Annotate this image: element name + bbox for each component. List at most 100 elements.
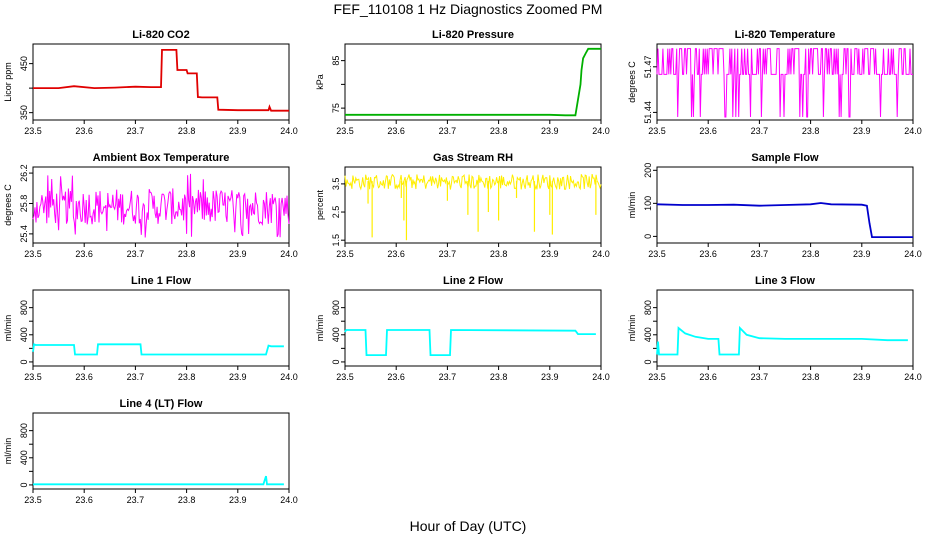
y-axis-label: ml/min — [3, 438, 13, 465]
x-tick-label: 23.6 — [75, 126, 93, 136]
chart-title: Gas Stream RH — [433, 152, 513, 164]
y-axis-label: percent — [315, 189, 325, 220]
series-line — [344, 329, 596, 356]
chart-title: Ambient Box Temperature — [93, 152, 230, 164]
x-tick-label: 23.6 — [699, 126, 717, 136]
y-tick-label: 450 — [19, 56, 29, 71]
x-tick-label: 23.5 — [648, 249, 666, 259]
series-line — [33, 49, 289, 112]
x-tick-label: 23.9 — [541, 126, 559, 136]
plot-frame — [344, 43, 602, 121]
chart-title: Li-820 Temperature — [735, 29, 836, 41]
x-axis-caption: Hour of Day (UTC) — [409, 518, 527, 534]
x-tick-label: 23.6 — [75, 249, 93, 259]
chart-panel: Line 1 Flow 23.5 23.6 23.7 23.8 23.9 24.0 0 400 8… — [3, 275, 298, 382]
chart-panel: Line 4 (LT) Flow 23.5 23.6 23.7 23.8 23.9 24.0… — [3, 398, 298, 505]
x-tick-label: 23.7 — [439, 126, 457, 136]
x-tick-label: 23.9 — [229, 249, 247, 259]
x-tick-label: 23.6 — [699, 249, 717, 259]
x-tick-label: 23.5 — [336, 372, 354, 382]
chart-panel: Line 2 Flow 23.5 23.6 23.7 23.8 23.9 24.0 0 400 8… — [315, 275, 610, 382]
y-tick-label: 400 — [643, 327, 653, 342]
chart-panel: Gas Stream RH 23.5 23.6 23.7 23.8 23.9 24.0 1.5… — [315, 152, 610, 259]
x-tick-label: 23.7 — [127, 495, 145, 505]
x-tick-label: 23.8 — [490, 249, 508, 259]
y-tick-label: 1.5 — [331, 234, 341, 247]
x-tick-label: 23.6 — [699, 372, 717, 382]
plot-frame — [32, 43, 290, 121]
x-tick-label: 23.5 — [24, 126, 42, 136]
page-title: FEF_110108 1 Hz Diagnostics Zoomed PM — [333, 1, 603, 17]
x-tick-label: 23.8 — [802, 372, 820, 382]
x-tick-label: 23.7 — [127, 372, 145, 382]
x-tick-label: 23.7 — [127, 249, 145, 259]
chart-panel: Line 3 Flow 23.5 23.6 23.7 23.8 23.9 24.0 0 400 8… — [627, 275, 922, 382]
series-line — [33, 475, 284, 486]
series-line — [32, 342, 284, 356]
y-tick-label: 200 — [643, 163, 653, 178]
x-tick-label: 23.8 — [178, 495, 196, 505]
x-tick-label: 23.9 — [229, 126, 247, 136]
y-tick-label: 400 — [331, 327, 341, 342]
y-tick-label: 0 — [19, 359, 29, 364]
y-tick-label: 25.8 — [19, 195, 29, 213]
y-tick-label: 0 — [19, 482, 29, 487]
y-tick-label: 0 — [643, 359, 653, 364]
chart-title: Li-820 CO2 — [132, 29, 189, 41]
y-tick-label: 75 — [331, 103, 341, 113]
x-tick-label: 23.9 — [853, 249, 871, 259]
x-tick-label: 23.7 — [751, 249, 769, 259]
x-tick-label: 23.5 — [24, 249, 42, 259]
y-axis-label: degrees C — [3, 184, 13, 226]
x-tick-label: 23.6 — [387, 372, 405, 382]
chart-panel: Sample Flow 23.5 23.6 23.7 23.8 23.9 24.0 0 100 2… — [627, 152, 922, 259]
x-tick-label: 23.5 — [24, 495, 42, 505]
y-axis-label: ml/min — [3, 315, 13, 342]
y-tick-label: 400 — [19, 327, 29, 342]
x-tick-label: 23.9 — [853, 372, 871, 382]
y-axis-label: degrees C — [627, 61, 637, 103]
y-tick-label: 0 — [331, 359, 341, 364]
x-tick-label: 23.8 — [178, 372, 196, 382]
y-tick-label: 26.2 — [19, 164, 29, 182]
chart-panel: Ambient Box Temperature 23.5 23.6 23.7 23.8 2… — [3, 152, 298, 259]
chart-title: Line 2 Flow — [443, 275, 503, 287]
y-tick-label: 51.44 — [643, 101, 653, 124]
x-tick-label: 23.7 — [751, 372, 769, 382]
y-tick-label: 85 — [331, 56, 341, 66]
x-tick-label: 24.0 — [592, 372, 610, 382]
y-tick-label: 51.47 — [643, 56, 653, 79]
plot-frame — [656, 289, 914, 367]
y-axis-label: ml/min — [627, 315, 637, 342]
y-tick-label: 2.5 — [331, 206, 341, 219]
x-tick-label: 24.0 — [904, 372, 922, 382]
x-tick-label: 24.0 — [280, 495, 298, 505]
chart-panel: Li-820 Temperature 23.5 23.6 23.7 23.8 23.9 24… — [627, 29, 922, 136]
x-tick-label: 24.0 — [280, 372, 298, 382]
y-axis-label: kPa — [315, 74, 325, 90]
x-tick-label: 24.0 — [592, 126, 610, 136]
plot-frame — [344, 166, 602, 244]
y-tick-label: 100 — [643, 196, 653, 211]
x-tick-label: 23.9 — [229, 372, 247, 382]
y-tick-label: 350 — [19, 105, 29, 120]
chart-title: Line 4 (LT) Flow — [120, 398, 203, 410]
x-tick-label: 23.8 — [178, 249, 196, 259]
y-axis-label: Licor ppm — [3, 62, 13, 102]
y-tick-label: 3.5 — [331, 178, 341, 191]
y-tick-label: 800 — [19, 423, 29, 438]
x-tick-label: 23.7 — [439, 249, 457, 259]
x-tick-label: 23.8 — [490, 372, 508, 382]
chart-panel: Li-820 Pressure 23.5 23.6 23.7 23.8 23.9 24.0 7… — [315, 29, 610, 136]
x-tick-label: 23.9 — [541, 249, 559, 259]
chart-title: Sample Flow — [751, 152, 819, 164]
y-tick-label: 0 — [643, 234, 653, 239]
series-line — [32, 173, 290, 238]
chart-title: Line 1 Flow — [131, 275, 191, 287]
x-tick-label: 23.8 — [802, 249, 820, 259]
x-tick-label: 23.9 — [541, 372, 559, 382]
x-tick-label: 23.7 — [127, 126, 145, 136]
x-tick-label: 23.7 — [751, 126, 769, 136]
x-tick-label: 24.0 — [280, 249, 298, 259]
